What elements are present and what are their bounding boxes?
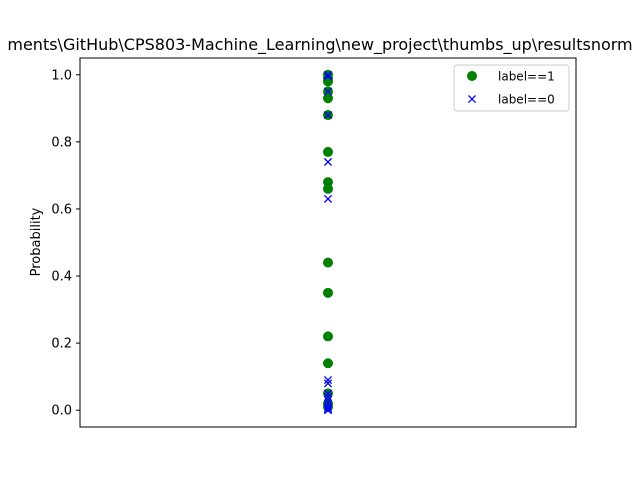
- point-label-1: [323, 331, 333, 342]
- legend-box: [453, 64, 570, 112]
- y-axis-label: Probability: [29, 207, 44, 276]
- point-label-0: [323, 70, 333, 79]
- y-tick-label: 0.8: [51, 135, 72, 150]
- legend-marker: [467, 71, 477, 81]
- point-label-1: [323, 257, 333, 268]
- point-label-1: [323, 358, 333, 369]
- point-label-0: [323, 389, 333, 398]
- y-tick-label: 0.0: [51, 404, 72, 419]
- legend-entry: label==1: [498, 70, 555, 84]
- y-tick-label: 0.2: [51, 337, 72, 352]
- point-label-1: [323, 93, 333, 104]
- point-label-0: [323, 379, 333, 388]
- y-axis: 0.0 0.2 0.4 0.6 0.8 1.0: [51, 68, 80, 419]
- data-points: [323, 69, 333, 415]
- point-label-0: [323, 375, 333, 385]
- point-label-0: [323, 392, 333, 401]
- point-label-0: [323, 72, 333, 81]
- point-label-0: [323, 404, 333, 413]
- point-label-0: [323, 406, 333, 415]
- y-tick-label: 1.0: [51, 68, 72, 83]
- point-label-1: [323, 146, 333, 157]
- legend: label==1 label==0: [453, 64, 570, 112]
- legend-marker: [467, 94, 477, 104]
- legend-entry: label==0: [498, 93, 555, 107]
- point-label-0: [323, 110, 333, 120]
- point-label-0: [323, 396, 333, 405]
- point-label-0: [323, 194, 333, 203]
- point-label-1: [323, 287, 333, 298]
- point-label-0: [323, 157, 333, 167]
- point-label-0: [323, 87, 333, 96]
- point-label-0: [323, 402, 333, 411]
- point-label-1: [323, 183, 333, 194]
- y-tick-label: 0.6: [51, 202, 72, 217]
- chart-title: ments\GitHub\CPS803-Machine_Learning\new…: [7, 35, 632, 55]
- y-tick-label: 0.4: [51, 270, 72, 285]
